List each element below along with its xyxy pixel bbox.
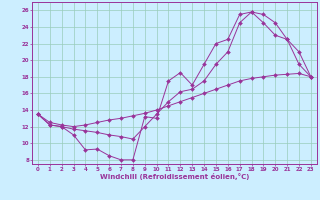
X-axis label: Windchill (Refroidissement éolien,°C): Windchill (Refroidissement éolien,°C) xyxy=(100,173,249,180)
